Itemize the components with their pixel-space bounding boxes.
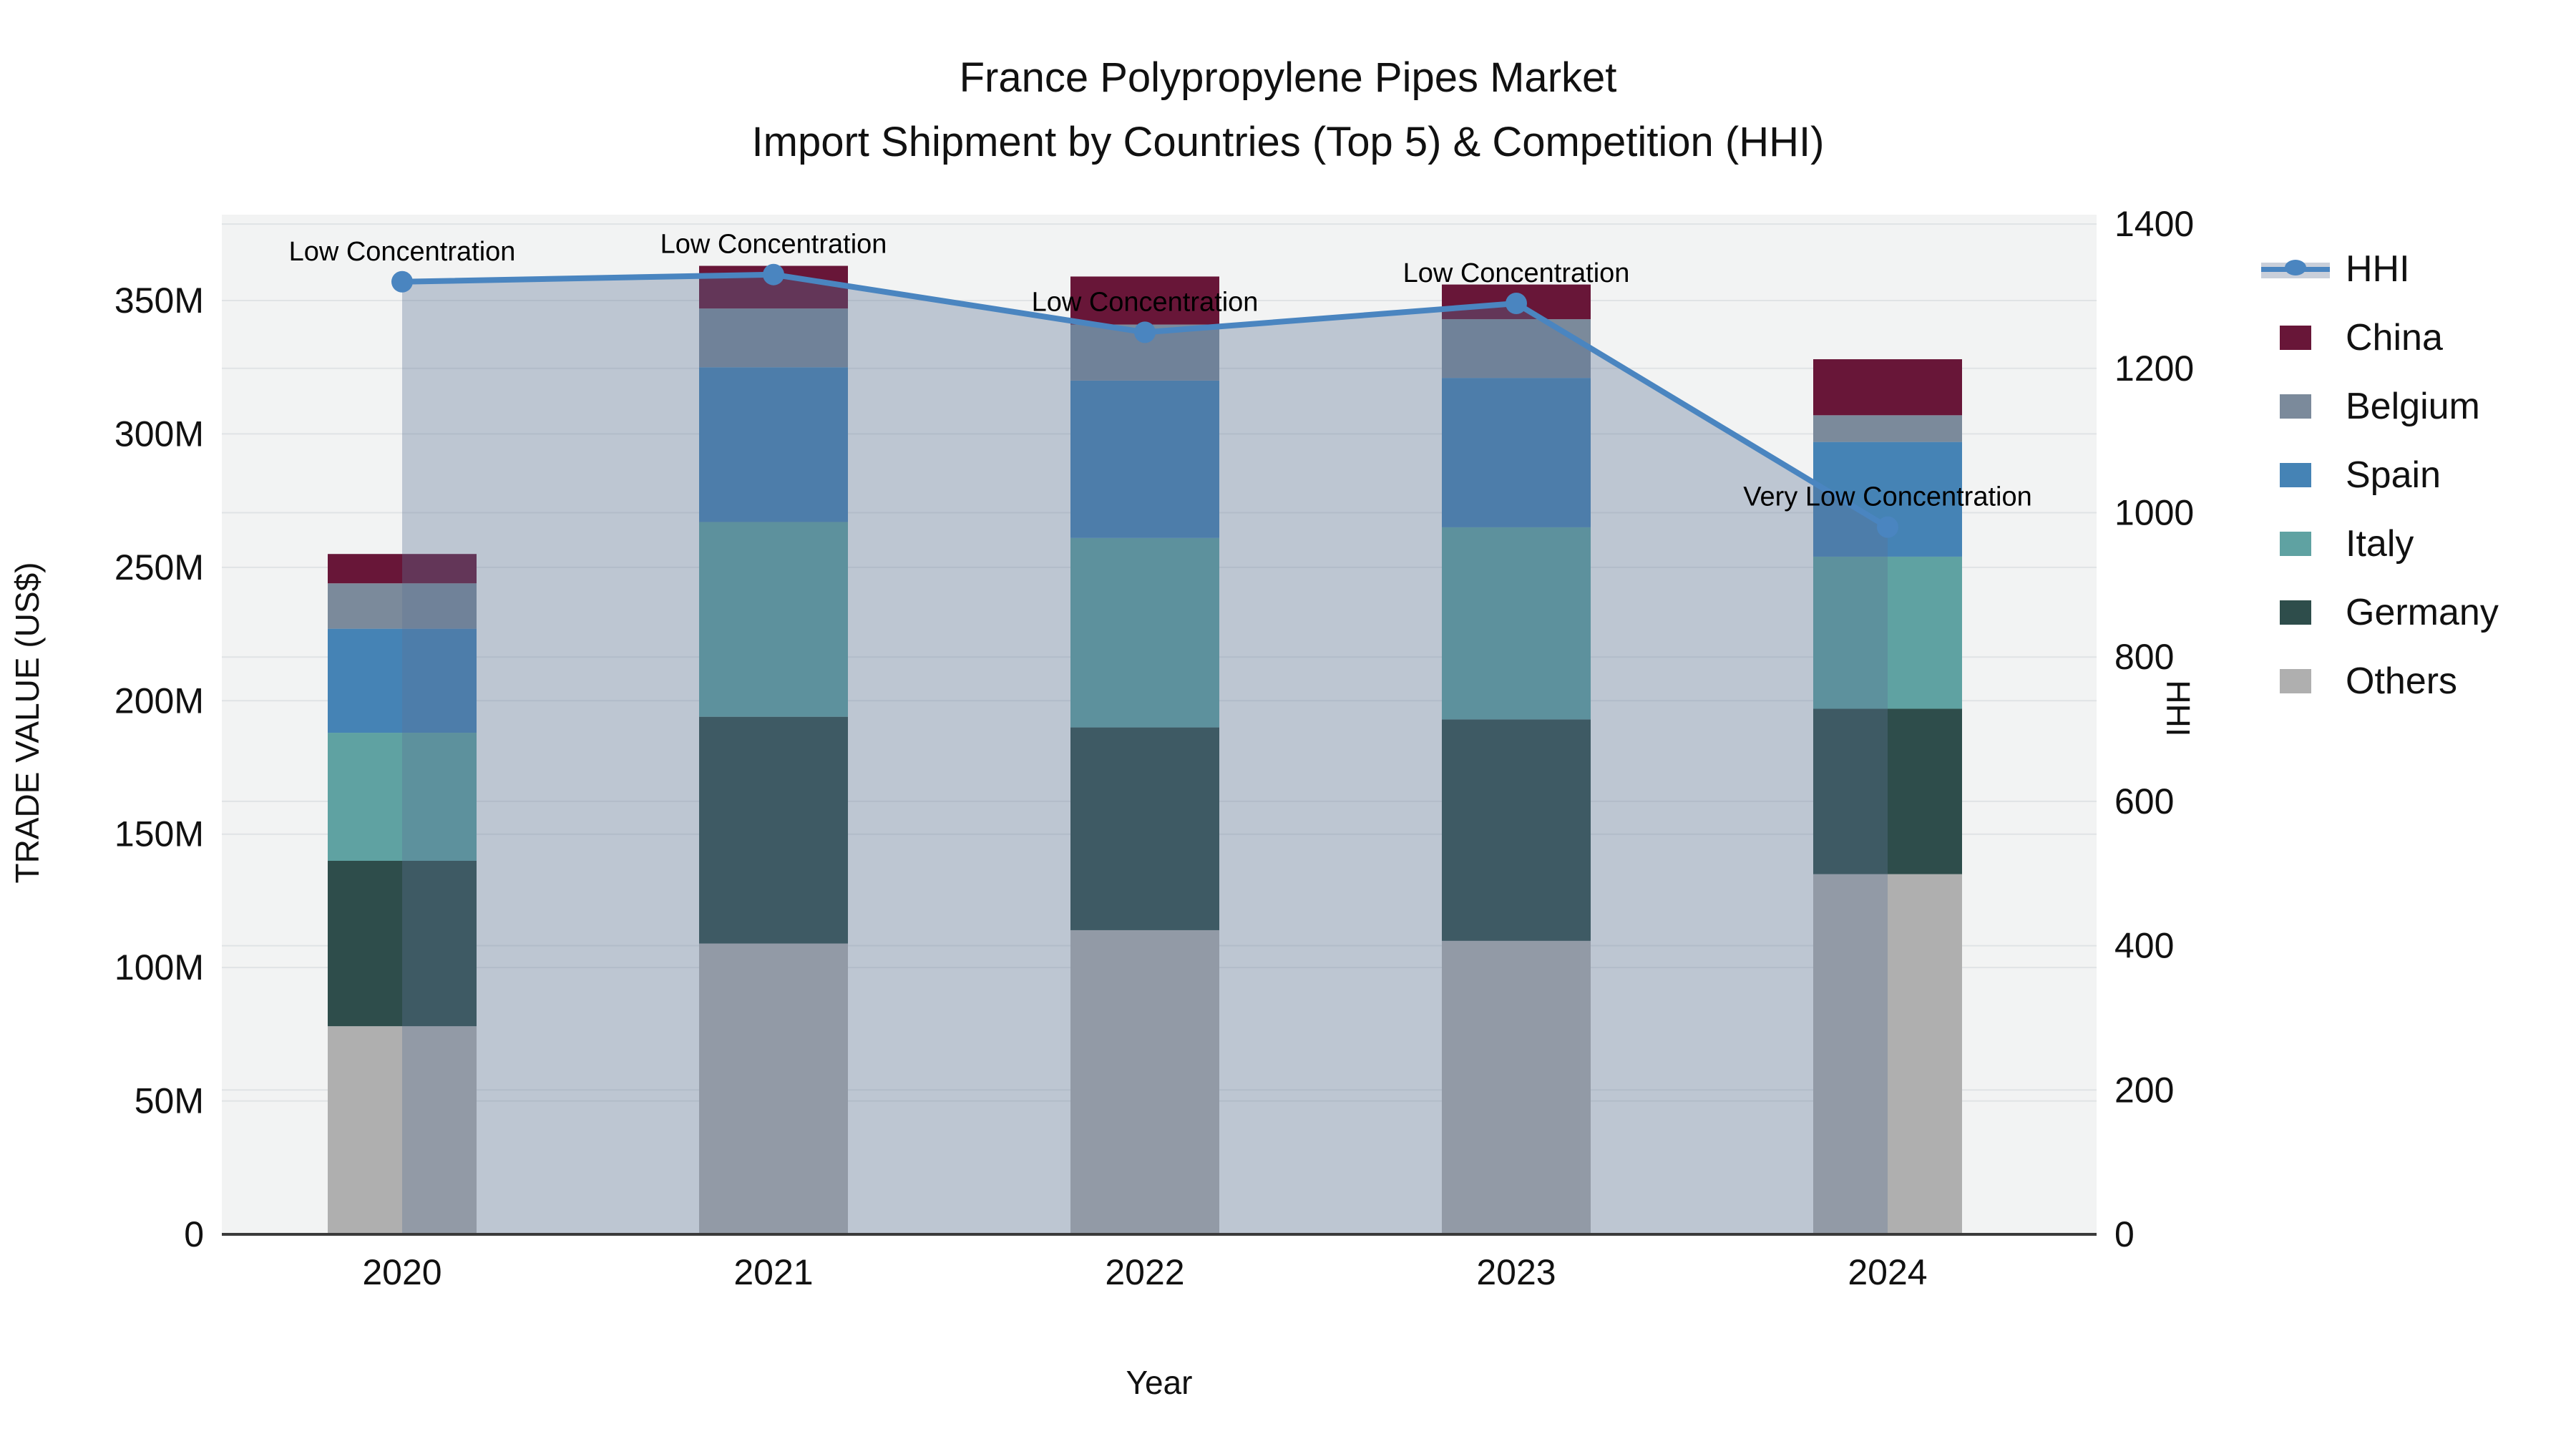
legend-item-spain[interactable]: Spain: [2261, 441, 2499, 509]
bar-segment-germany-2022[interactable]: [1070, 727, 1219, 930]
annotation-2023: Low Concentration: [1403, 258, 1630, 288]
annotation-2020: Low Concentration: [289, 237, 516, 267]
bar-segment-others-2021[interactable]: [699, 943, 848, 1234]
legend-item-italy[interactable]: Italy: [2261, 509, 2499, 578]
y-right-tick-1000: 1000: [2114, 493, 2194, 533]
legend-label: China: [2346, 317, 2443, 358]
y-right-tick-400: 400: [2114, 926, 2174, 966]
bar-segment-germany-2021[interactable]: [699, 716, 848, 944]
y-right-tick-1200: 1200: [2114, 348, 2194, 389]
bar-segment-italy-2021[interactable]: [699, 522, 848, 717]
legend-label: Germany: [2346, 592, 2499, 633]
legend-swatch-icon: [2261, 532, 2330, 556]
bar-segment-belgium-2020[interactable]: [328, 583, 477, 629]
y-left-tick-350: 350M: [114, 280, 204, 321]
annotation-2021: Low Concentration: [660, 230, 887, 260]
bar-segment-italy-2023[interactable]: [1442, 527, 1591, 720]
y-left-tick-150: 150M: [114, 814, 204, 854]
bar-segment-others-2024[interactable]: [1813, 874, 1962, 1234]
legend-item-china[interactable]: China: [2261, 303, 2499, 372]
bar-segment-spain-2020[interactable]: [328, 628, 477, 733]
x-tick-2022: 2022: [1105, 1252, 1184, 1292]
hhi-marker-2024[interactable]: [1877, 516, 1898, 538]
annotation-2024: Very Low Concentration: [1743, 482, 2031, 512]
y-left-tick-300: 300M: [114, 414, 204, 454]
hhi-marker-2020[interactable]: [391, 270, 413, 293]
y-left-tick-200: 200M: [114, 680, 204, 721]
x-tick-2021: 2021: [733, 1252, 813, 1292]
legend: HHI China Belgium Spain Italy Germany Others: [2261, 235, 2499, 716]
bar-segment-italy-2024[interactable]: [1813, 556, 1962, 709]
x-tick-2020: 2020: [362, 1252, 441, 1292]
bar-segment-china-2024[interactable]: [1813, 359, 1962, 416]
bar-segment-others-2023[interactable]: [1442, 940, 1591, 1234]
legend-label: Spain: [2346, 454, 2441, 496]
bar-segment-germany-2023[interactable]: [1442, 719, 1591, 941]
bar-segment-spain-2023[interactable]: [1442, 378, 1591, 527]
bar-segment-germany-2024[interactable]: [1813, 708, 1962, 874]
bar-segment-spain-2021[interactable]: [699, 367, 848, 522]
legend-swatch-icon: [2261, 394, 2330, 419]
legend-item-others[interactable]: Others: [2261, 647, 2499, 716]
y-right-tick-600: 600: [2114, 781, 2174, 821]
bar-segment-germany-2020[interactable]: [328, 861, 477, 1027]
bar-segment-belgium-2021[interactable]: [699, 308, 848, 368]
bar-segment-spain-2022[interactable]: [1070, 380, 1219, 538]
x-tick-2023: 2023: [1476, 1252, 1556, 1292]
legend-swatch-icon: [2261, 669, 2330, 693]
legend-label: Italy: [2346, 523, 2414, 565]
y-left-tick-0: 0: [184, 1214, 204, 1254]
y-right-tick-800: 800: [2114, 637, 2174, 677]
legend-label: HHI: [2346, 248, 2410, 290]
hhi-marker-2023[interactable]: [1506, 293, 1527, 315]
y-right-tick-0: 0: [2114, 1214, 2135, 1254]
y-left-tick-50: 50M: [135, 1081, 204, 1121]
hhi-marker-2022[interactable]: [1134, 321, 1156, 343]
bar-segment-others-2022[interactable]: [1070, 930, 1219, 1234]
y-right-tick-1400: 1400: [2114, 204, 2194, 244]
bar-segment-china-2022[interactable]: [1070, 276, 1219, 325]
chart-title-line2: Import Shipment by Countries (Top 5) & C…: [751, 119, 1825, 165]
hhi-marker-2021[interactable]: [763, 263, 784, 286]
bar-segment-others-2020[interactable]: [328, 1026, 477, 1234]
annotation-2022: Low Concentration: [1032, 287, 1259, 317]
bar-segment-belgium-2024[interactable]: [1813, 415, 1962, 442]
hhi-line-icon: [2261, 257, 2330, 281]
chart-title-line1: France Polypropylene Pipes Market: [959, 54, 1617, 101]
legend-label: Belgium: [2346, 386, 2480, 427]
legend-item-belgium[interactable]: Belgium: [2261, 372, 2499, 441]
hhi-area-fill: [402, 274, 1888, 1234]
bar-segment-belgium-2023[interactable]: [1442, 319, 1591, 379]
legend-swatch-icon: [2261, 463, 2330, 487]
y-right-tick-200: 200: [2114, 1070, 2174, 1110]
bar-segment-italy-2020[interactable]: [328, 733, 477, 861]
y-left-tick-100: 100M: [114, 947, 204, 987]
legend-item-hhi[interactable]: HHI: [2261, 235, 2499, 303]
bar-segment-china-2020[interactable]: [328, 554, 477, 584]
x-axis-title: Year: [1126, 1364, 1193, 1401]
bar-segment-italy-2022[interactable]: [1070, 537, 1219, 728]
legend-swatch-icon: [2261, 326, 2330, 350]
legend-swatch-icon: [2261, 600, 2330, 625]
y-left-tick-250: 250M: [114, 547, 204, 587]
y-axis-title-left: TRADE VALUE (US$): [9, 562, 46, 884]
chart-title: France Polypropylene Pipes Market Import…: [0, 46, 2576, 175]
legend-label: Others: [2346, 660, 2458, 702]
x-tick-2024: 2024: [1848, 1252, 1927, 1292]
y-axis-title-right: HHI: [2160, 680, 2197, 737]
legend-item-germany[interactable]: Germany: [2261, 578, 2499, 647]
